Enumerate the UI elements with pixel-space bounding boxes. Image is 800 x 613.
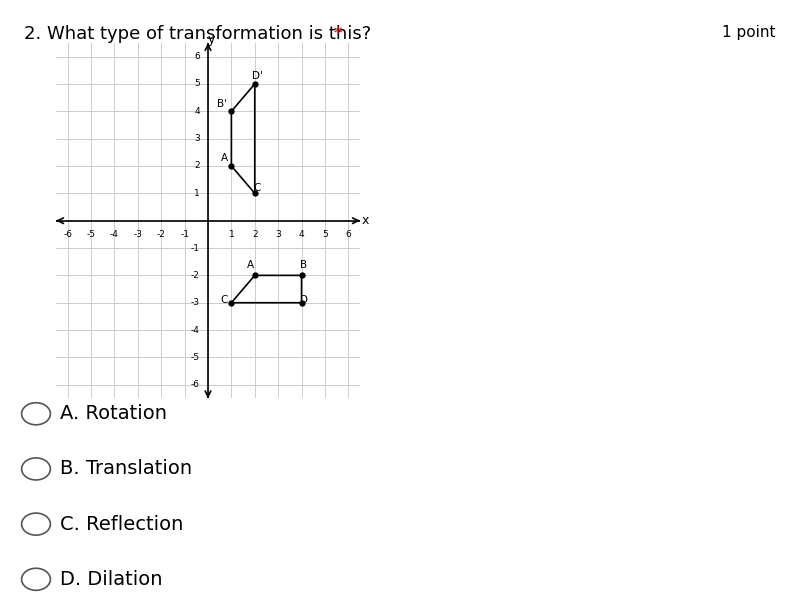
Text: B. Translation: B. Translation xyxy=(60,460,192,478)
Text: 4: 4 xyxy=(194,107,200,116)
Text: 2: 2 xyxy=(194,161,200,170)
Text: 1: 1 xyxy=(229,230,234,239)
Text: D: D xyxy=(300,295,308,305)
Text: 5: 5 xyxy=(194,80,200,88)
Text: y: y xyxy=(208,32,215,45)
Text: C. Reflection: C. Reflection xyxy=(60,515,183,533)
Text: A: A xyxy=(246,260,254,270)
Text: *: * xyxy=(328,25,343,42)
Text: -2: -2 xyxy=(157,230,166,239)
Text: A: A xyxy=(221,153,228,163)
Text: 1 point: 1 point xyxy=(722,25,776,39)
Text: 1: 1 xyxy=(194,189,200,198)
Text: 3: 3 xyxy=(275,230,281,239)
Text: D': D' xyxy=(252,71,262,81)
Text: 4: 4 xyxy=(298,230,304,239)
Text: C: C xyxy=(221,295,228,305)
Text: -1: -1 xyxy=(180,230,189,239)
Text: -3: -3 xyxy=(134,230,142,239)
Text: -5: -5 xyxy=(191,353,200,362)
Text: -3: -3 xyxy=(191,299,200,307)
Text: -6: -6 xyxy=(191,380,200,389)
Text: B': B' xyxy=(217,99,227,109)
Text: 2. What type of transformation is this?: 2. What type of transformation is this? xyxy=(24,25,371,42)
Text: x: x xyxy=(361,214,369,227)
Text: -6: -6 xyxy=(63,230,72,239)
Text: 2: 2 xyxy=(252,230,258,239)
Text: 5: 5 xyxy=(322,230,328,239)
Text: C: C xyxy=(254,183,261,193)
Text: -5: -5 xyxy=(86,230,95,239)
Text: 3: 3 xyxy=(194,134,200,143)
Text: A. Rotation: A. Rotation xyxy=(60,405,167,423)
Text: -4: -4 xyxy=(191,326,200,335)
Text: -4: -4 xyxy=(110,230,119,239)
Text: -2: -2 xyxy=(191,271,200,280)
Text: 6: 6 xyxy=(194,52,200,61)
Text: D. Dilation: D. Dilation xyxy=(60,570,162,588)
Text: 6: 6 xyxy=(346,230,351,239)
Text: B: B xyxy=(300,260,307,270)
Text: -1: -1 xyxy=(191,243,200,253)
